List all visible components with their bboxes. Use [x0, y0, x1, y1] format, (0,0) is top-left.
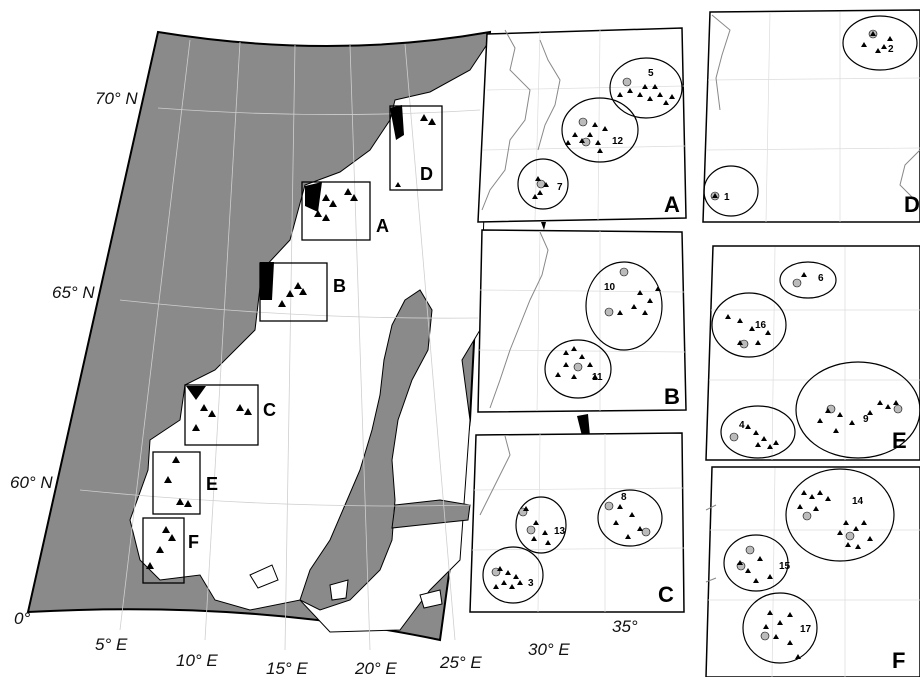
cluster-label: 15 — [779, 561, 791, 572]
cluster-circle — [561, 97, 639, 163]
cluster-label: 11 — [592, 372, 603, 383]
panel-letter-c: C — [658, 582, 674, 607]
lon-label-10: 10° E — [176, 651, 218, 670]
box-label-e: E — [206, 474, 218, 494]
cluster-label: 12 — [612, 136, 624, 147]
cluster-circle — [609, 57, 683, 119]
cluster-circle — [517, 158, 569, 210]
box-label-d: D — [420, 164, 433, 184]
cluster-circle — [795, 361, 920, 459]
cluster-label: 17 — [800, 624, 812, 635]
cluster-label: 1 — [724, 192, 730, 203]
cluster-label: 5 — [648, 68, 654, 79]
cluster-circle — [742, 592, 818, 664]
coast-patch — [390, 105, 404, 140]
lon-label-0: 0° — [14, 609, 30, 628]
panel-d: 2 1 D — [702, 9, 920, 223]
main-map: A B C D E F 70° N 65° N 60° N 0° 5° E 10… — [10, 30, 638, 677]
cluster-circle — [711, 292, 787, 358]
baltic-sea — [299, 289, 433, 611]
cluster-circle — [779, 261, 837, 299]
cluster-circle — [515, 496, 567, 554]
lon-label-30: 30° E — [528, 640, 570, 659]
cluster-label: 7 — [557, 182, 563, 193]
panel-letter-a: A — [664, 192, 680, 217]
graticule — [79, 39, 481, 651]
coast-patch — [260, 262, 274, 300]
cluster-circle — [597, 489, 663, 547]
panel-letter-e: E — [892, 428, 907, 453]
main-stations — [146, 114, 436, 569]
box-label-c: C — [263, 400, 276, 420]
panel-a: 5 12 7 A — [477, 27, 687, 223]
cluster-circle — [720, 405, 796, 459]
cluster-circle — [544, 339, 612, 399]
cluster-label: 6 — [818, 273, 824, 284]
lat-label-65: 65° N — [52, 283, 95, 302]
cluster-circle — [842, 15, 918, 71]
cluster-label: 9 — [863, 414, 869, 425]
cluster-circle — [703, 165, 759, 217]
lon-label-25: 25° E — [439, 653, 482, 672]
panel-f: 14 15 17 F — [705, 466, 920, 677]
cluster-circle — [585, 261, 663, 351]
box-label-a: A — [376, 216, 389, 236]
island — [249, 564, 279, 589]
cluster-label: 8 — [621, 492, 627, 503]
box-label-b: B — [333, 276, 346, 296]
connector-b-c — [577, 414, 590, 436]
panel-letter-b: B — [664, 384, 680, 409]
coast-patch — [305, 182, 322, 212]
region-boxes — [142, 105, 443, 584]
coast-patch — [186, 386, 206, 400]
region-box-d[interactable] — [389, 105, 443, 191]
panel-letter-f: F — [892, 648, 905, 673]
cluster-label: 13 — [554, 526, 566, 537]
cluster-label: 2 — [888, 44, 894, 55]
region-box-c[interactable] — [184, 384, 259, 446]
panel-e: 6 16 9 4 E — [705, 245, 920, 461]
cluster-circle — [785, 468, 895, 562]
region-box-b[interactable] — [259, 262, 328, 322]
cluster-circle — [723, 534, 789, 592]
box-label-f: F — [188, 532, 199, 552]
region-box-e[interactable] — [152, 451, 201, 515]
cluster-label: 4 — [739, 420, 745, 431]
cluster-label: 16 — [755, 320, 767, 331]
lon-label-5: 5° E — [95, 635, 128, 654]
region-box-a[interactable] — [301, 181, 371, 241]
island — [419, 589, 443, 609]
lon-label-15: 15° E — [266, 659, 308, 677]
panel-letter-d: D — [904, 192, 920, 217]
panel-c: 13 3 8 C — [469, 432, 685, 613]
panel-b: 10 11 B — [477, 229, 687, 413]
lon-label-35: 35° — [612, 617, 638, 636]
cluster-label: 3 — [528, 578, 534, 589]
connector-a-b — [541, 222, 546, 230]
region-box-f[interactable] — [142, 517, 185, 584]
land-scandinavia — [129, 38, 491, 633]
cluster-label: 10 — [604, 282, 616, 293]
lat-label-70: 70° N — [95, 89, 138, 108]
island — [329, 579, 349, 601]
lon-label-20: 20° E — [354, 659, 397, 677]
cluster-label: 14 — [852, 496, 864, 507]
cluster-circle — [482, 546, 544, 604]
lat-label-60: 60° N — [10, 473, 53, 492]
finland-gulf — [391, 499, 471, 529]
